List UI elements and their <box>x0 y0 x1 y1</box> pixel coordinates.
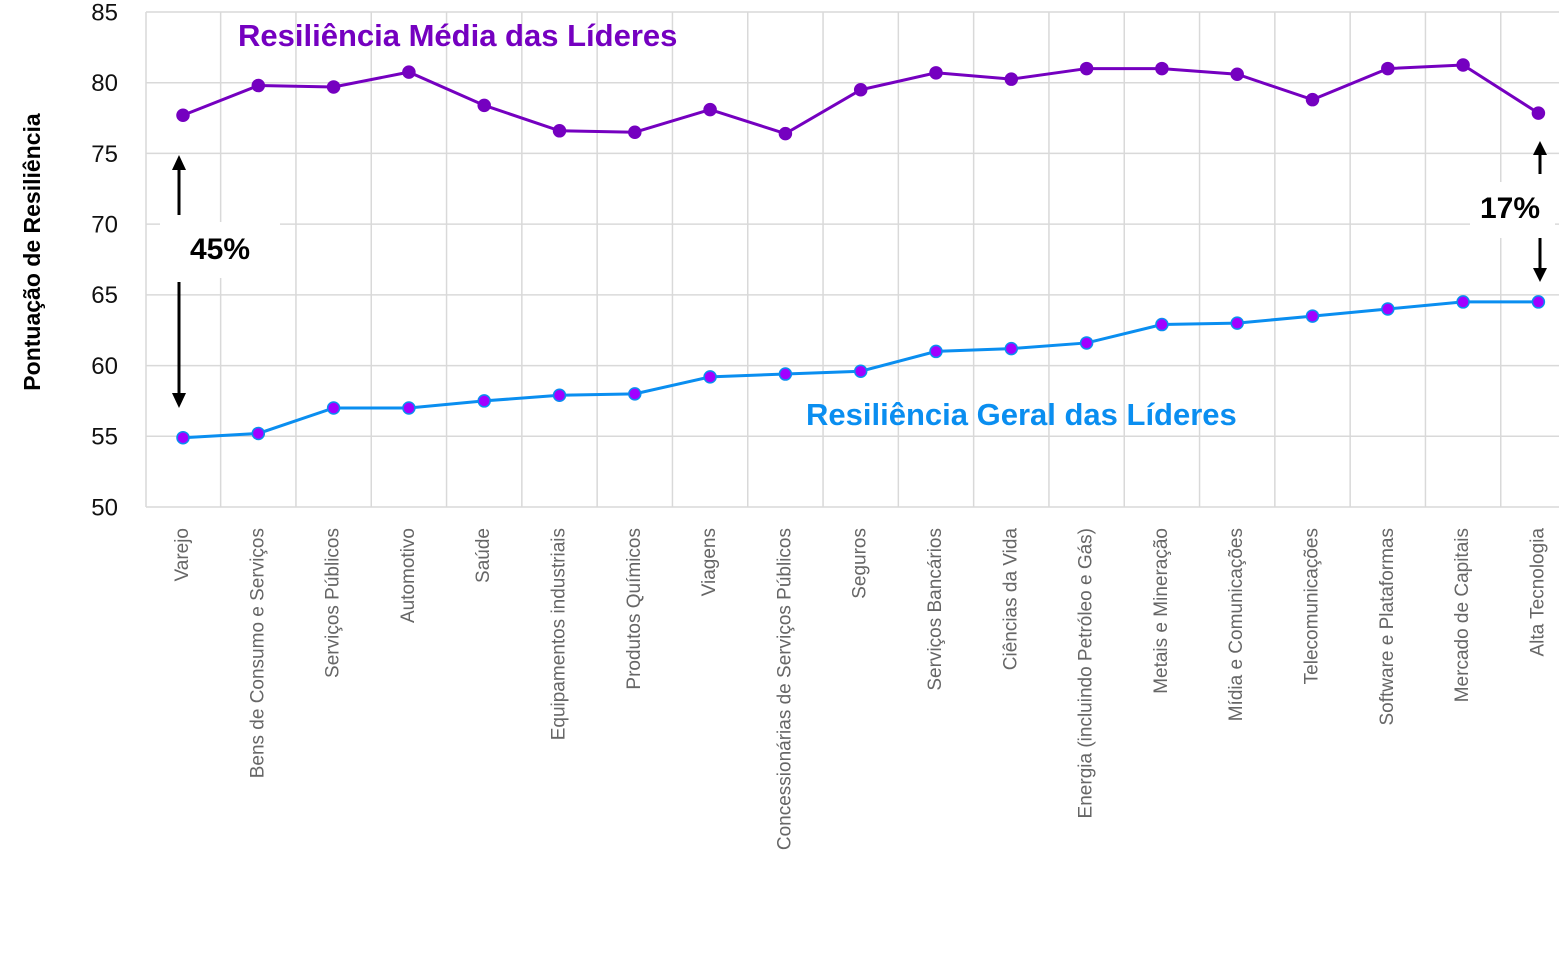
point <box>1155 317 1169 332</box>
point <box>628 387 642 401</box>
x-tick-label: Equipamentos industriais <box>549 528 570 740</box>
x-tick-label: Mercado de Capitais <box>1452 528 1473 702</box>
y-axis-label: Pontuação de Resiliência <box>19 113 45 391</box>
point <box>1305 92 1320 107</box>
point <box>1230 67 1244 81</box>
arrow-head <box>1533 141 1547 155</box>
y-tick-label: 65 <box>91 282 118 309</box>
x-tick-label: Serviços Bancários <box>925 528 946 691</box>
x-tick-label: Concessionárias de Serviços Públicos <box>774 528 795 850</box>
annotation-bg <box>160 222 280 278</box>
point <box>929 344 943 359</box>
point <box>1230 316 1244 330</box>
point <box>251 426 266 441</box>
series-label: Resiliência Média das Líderes <box>238 18 677 53</box>
x-tick-label: Alta Tecnologia <box>1527 528 1548 657</box>
point <box>929 66 943 80</box>
x-tick-label: Seguros <box>850 528 871 599</box>
y-tick-label: 60 <box>91 353 118 380</box>
point <box>1079 61 1094 76</box>
point <box>1004 72 1019 86</box>
grid <box>145 11 1559 508</box>
point <box>778 367 793 381</box>
point <box>1155 61 1169 76</box>
point <box>477 98 491 113</box>
y-tick-label: 55 <box>91 424 118 451</box>
point <box>1381 302 1395 316</box>
point <box>402 65 416 79</box>
point <box>477 394 491 408</box>
point <box>402 401 416 415</box>
point <box>1531 295 1546 309</box>
point <box>1456 295 1470 309</box>
data <box>176 58 1546 445</box>
y-tick-label: 80 <box>91 70 118 97</box>
point <box>326 401 341 415</box>
point <box>176 430 190 445</box>
point <box>176 108 190 122</box>
point <box>251 78 266 93</box>
x-tick-label: Produtos Químicos <box>624 528 645 690</box>
point <box>1079 336 1094 350</box>
point <box>326 80 341 94</box>
x-tick-label: Metais e Mineração <box>1151 528 1172 694</box>
x-tick-label: Automotivo <box>398 528 419 623</box>
point <box>1531 106 1546 120</box>
point <box>703 370 717 384</box>
point <box>1381 61 1395 76</box>
point <box>778 126 793 141</box>
y-tick-label: 70 <box>91 211 118 238</box>
point <box>1305 309 1320 323</box>
x-tick-label: Ciências da Vida <box>1000 528 1021 671</box>
y-tick-label: 75 <box>91 141 118 168</box>
arrow-head <box>172 155 186 170</box>
x-tick-label: Telecomunicações <box>1302 528 1323 684</box>
annotation: 45% <box>190 233 250 266</box>
x-tick-label: Mídia e Comunicações <box>1226 528 1247 721</box>
y-tick-label: 50 <box>91 494 118 521</box>
arrow-head <box>1533 268 1547 282</box>
point <box>703 102 717 117</box>
x-tick-label: Varejo <box>172 528 193 582</box>
x-tick-label: Energia (incluindo Petróleo e Gás) <box>1076 528 1097 818</box>
point <box>1004 341 1019 356</box>
point <box>628 125 642 139</box>
series-line <box>182 63 1540 136</box>
annotations: 45% 17% <box>160 141 1555 408</box>
x-tick-label: Software e Plataformas <box>1377 528 1398 725</box>
series-label: Resiliência Geral das Líderes <box>806 397 1237 432</box>
y-tick-label: 85 <box>91 0 118 26</box>
x-tick-label: Serviços Públicos <box>323 528 344 678</box>
x-tick-label: Bens de Consumo e Serviços <box>247 528 268 778</box>
point <box>1456 58 1470 72</box>
x-tick-label: Saúde <box>473 528 494 583</box>
annotation-bg <box>1470 182 1555 238</box>
x-tick-label: Viagens <box>699 528 720 596</box>
annotation: 17% <box>1480 192 1540 225</box>
arrow-head <box>172 393 186 408</box>
point <box>853 364 868 378</box>
point <box>552 388 567 403</box>
point <box>552 124 567 138</box>
point <box>853 83 868 97</box>
